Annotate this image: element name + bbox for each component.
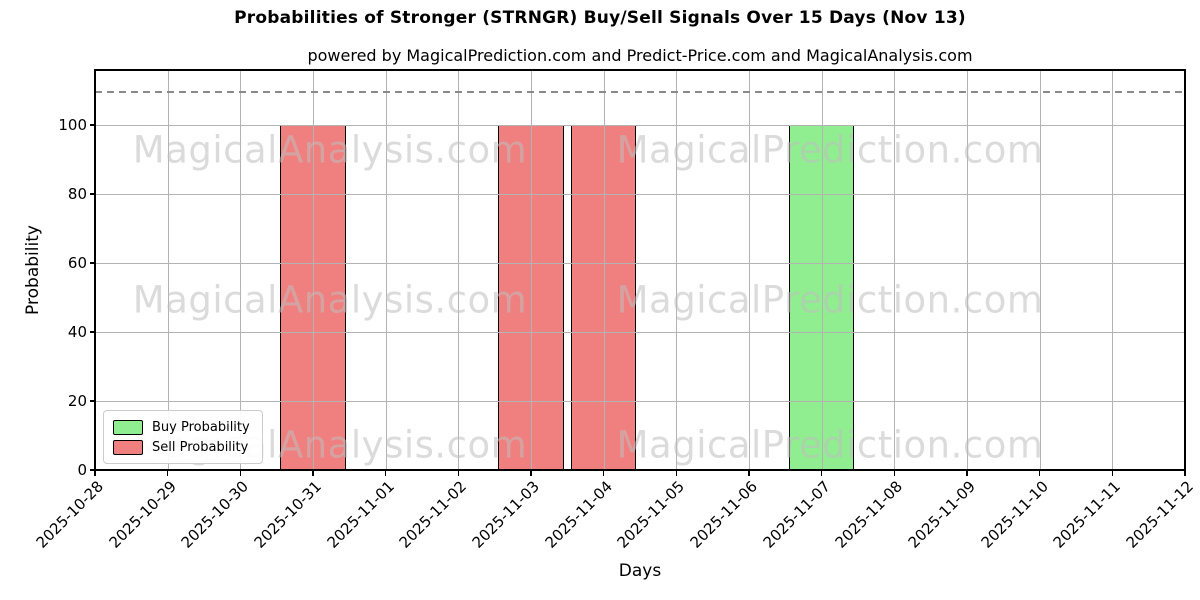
v-gridline xyxy=(458,70,460,470)
bar-sell-2025-10-31 xyxy=(280,125,346,470)
watermark-text: MagicalPrediction.com xyxy=(616,128,1044,172)
v-gridline xyxy=(167,70,169,470)
v-gridline xyxy=(603,70,605,470)
v-gridline xyxy=(1112,70,1114,470)
x-tick-mark xyxy=(602,471,605,476)
watermark-text: MagicalPrediction.com xyxy=(616,278,1044,322)
y-tick-label: 0 xyxy=(77,461,87,479)
x-tick-mark xyxy=(966,471,968,476)
x-tick-mark xyxy=(893,471,896,476)
x-tick-mark xyxy=(1038,471,1041,476)
legend-label: Buy Probability xyxy=(152,419,250,435)
legend: Buy Probability Sell Probability xyxy=(103,410,263,464)
y-tick-label: 40 xyxy=(67,323,87,342)
v-gridline xyxy=(240,70,242,470)
h-gridline-100 xyxy=(95,125,1185,127)
legend-swatch xyxy=(113,419,143,435)
h-gridline-40 xyxy=(95,332,1185,334)
y-tick-label: 20 xyxy=(67,392,87,411)
x-tick-mark xyxy=(820,471,823,476)
x-tick-mark xyxy=(239,471,242,476)
h-gridline-20 xyxy=(95,401,1185,403)
v-gridline xyxy=(95,70,96,470)
v-gridline xyxy=(1185,70,1186,470)
watermark-text: MagicalAnalysis.com xyxy=(132,128,528,172)
watermark-text: MagicalAnalysis.com xyxy=(132,278,528,322)
v-gridline xyxy=(749,70,750,470)
legend-item-buy: Buy Probability xyxy=(113,417,250,437)
h-gridline-80 xyxy=(95,194,1185,196)
legend-swatch xyxy=(113,439,143,455)
chart-title: Probabilities of Stronger (STRNGR) Buy/S… xyxy=(234,8,966,28)
x-tick-mark xyxy=(384,471,387,476)
legend-item-sell: Sell Probability xyxy=(113,437,250,457)
x-tick-mark xyxy=(748,471,750,476)
plot-area: MagicalAnalysis.com MagicalPrediction.com… xyxy=(94,69,1186,471)
legend-label: Sell Probability xyxy=(152,439,249,455)
v-gridline xyxy=(385,70,387,470)
watermark-text: MagicalPrediction.com xyxy=(616,423,1044,467)
y-tick-label: 100 xyxy=(58,116,87,135)
x-tick-mark xyxy=(1184,471,1186,476)
x-tick-label: 2025-10-28 xyxy=(32,477,108,552)
x-tick-mark xyxy=(675,471,678,476)
x-tick-mark xyxy=(1111,471,1114,476)
threshold-dashed-line xyxy=(95,90,1185,93)
bar-sell-2025-11-04 xyxy=(570,125,637,470)
v-gridline xyxy=(1039,70,1041,470)
y-tick-mark xyxy=(90,469,95,471)
x-tick-mark xyxy=(312,471,314,476)
y-tick-mark xyxy=(90,262,95,264)
y-tick-mark xyxy=(90,400,95,402)
x-axis-label: Days xyxy=(618,561,662,581)
v-gridline xyxy=(967,70,968,470)
x-tick-mark xyxy=(166,471,169,476)
y-tick-label: 60 xyxy=(67,254,87,273)
y-tick-mark xyxy=(90,331,95,333)
x-tick-mark xyxy=(94,471,96,476)
v-gridline xyxy=(821,70,823,470)
y-tick-label: 80 xyxy=(67,185,87,204)
v-gridline xyxy=(313,70,314,470)
v-gridline xyxy=(531,70,532,470)
y-tick-mark xyxy=(90,193,95,195)
chart-subtitle: powered by MagicalPrediction.com and Pre… xyxy=(307,46,973,65)
bar-buy-2025-11-07 xyxy=(788,125,855,470)
h-gridline-60 xyxy=(95,263,1185,265)
x-tick-mark xyxy=(530,471,532,476)
v-gridline xyxy=(894,70,896,470)
y-tick-mark xyxy=(90,124,95,126)
v-gridline xyxy=(676,70,678,470)
x-tick-mark xyxy=(457,471,460,476)
